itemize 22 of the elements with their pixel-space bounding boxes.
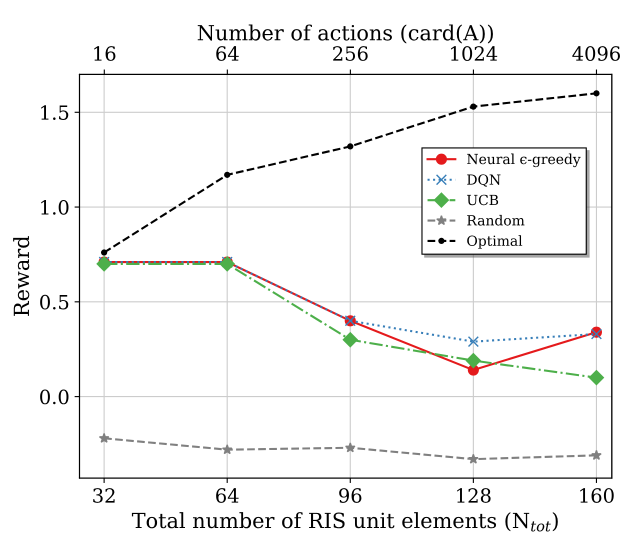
legend-label: Neural ϵ-greedy (467, 153, 581, 168)
x-tick-label: 160 (580, 488, 614, 503)
x-tick-label: 64 (216, 488, 239, 503)
x-tick-label: 96 (339, 488, 362, 503)
legend-label: Optimal (467, 235, 522, 249)
x-tick-label: 128 (457, 488, 491, 503)
x2-tick-label: 64 (216, 46, 239, 61)
y-tick-label: 1.5 (41, 105, 68, 120)
x2-tick-label: 4096 (572, 46, 620, 61)
legend-label: Random (467, 214, 524, 226)
x2-tick-label: 256 (333, 46, 368, 61)
legend-label: DQN (467, 174, 500, 187)
x2-tick-label: 16 (94, 46, 116, 61)
x2-tick-label: 1024 (451, 46, 498, 61)
y-tick-label: 1.0 (41, 200, 68, 215)
y-tick-label: 0.5 (40, 294, 68, 310)
x2-axis-title: Number of actions (card(A)) (198, 24, 493, 44)
x-axis-title: Total number of RIS unit elements (N$_{tot}$) (132, 512, 558, 532)
y-axis-title: Reward (13, 236, 30, 316)
x-tick-label: 32 (93, 488, 115, 503)
y-tick-label: 0.0 (40, 390, 68, 404)
legend-label: UCB (467, 194, 498, 206)
